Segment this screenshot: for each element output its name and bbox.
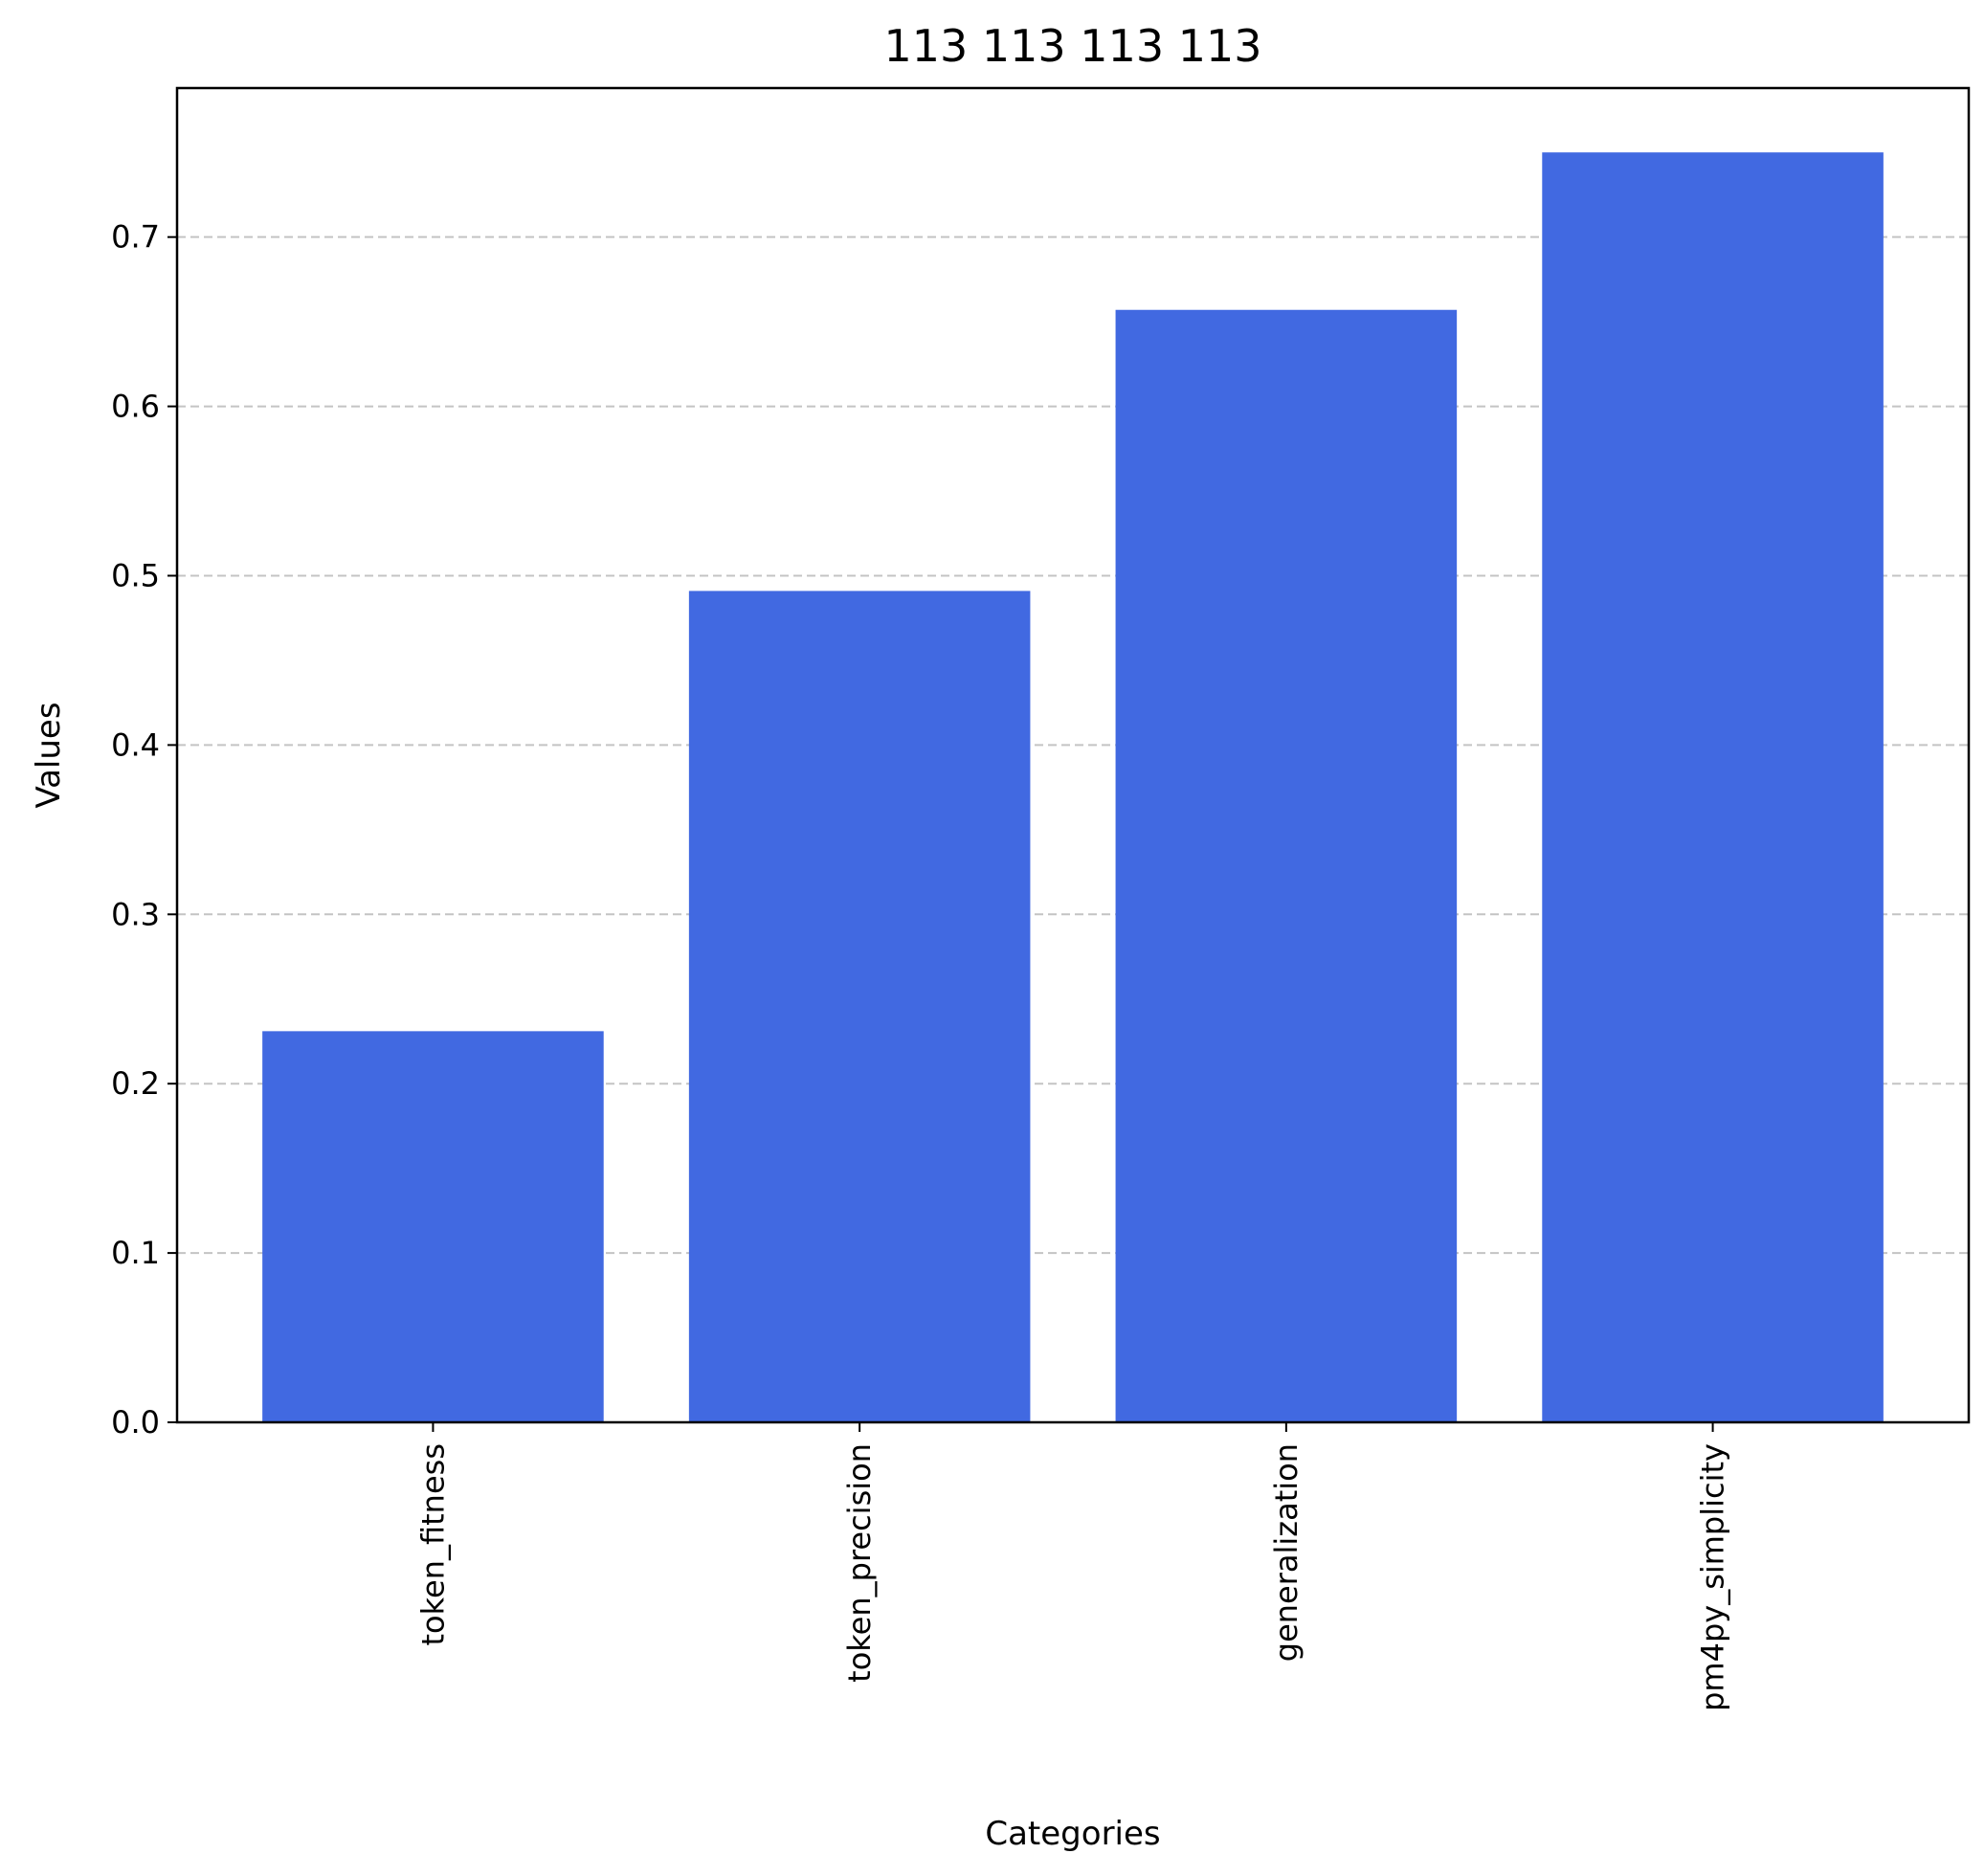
y-tick-label: 0.6 [111,389,160,425]
chart-title: 113 113 113 113 [883,20,1261,72]
y-tick-label: 0.3 [111,896,160,932]
bar-pm4py_simplicity [1542,152,1884,1422]
y-tick-label: 0.0 [111,1404,160,1440]
bar-token_precision [688,591,1031,1422]
y-tick-label: 0.1 [111,1235,160,1271]
y-axis-title: Values [30,702,68,808]
x-tick-label: pm4py_simplicity [1695,1443,1731,1711]
x-tick-label: token_precision [841,1443,878,1683]
y-tick-label: 0.7 [111,219,160,256]
bar-generalization [1115,309,1458,1422]
plot-frame [175,86,1971,1424]
y-tick-label: 0.4 [111,726,160,763]
y-tick-label: 0.5 [111,557,160,593]
bars [262,152,1884,1422]
x-tick-label: token_fitness [414,1443,451,1646]
y-tick-label: 0.2 [111,1065,160,1102]
bar-token_fitness [262,1031,604,1422]
x-axis-ticks: token_fitness token_precision generalizati… [414,1422,1731,1711]
y-axis-ticks: 0.0 0.1 0.2 0.3 0.4 0.5 0.6 0.7 [111,219,177,1440]
x-tick-label: generalization [1268,1443,1305,1662]
x-axis-title: Categories [985,1815,1160,1853]
